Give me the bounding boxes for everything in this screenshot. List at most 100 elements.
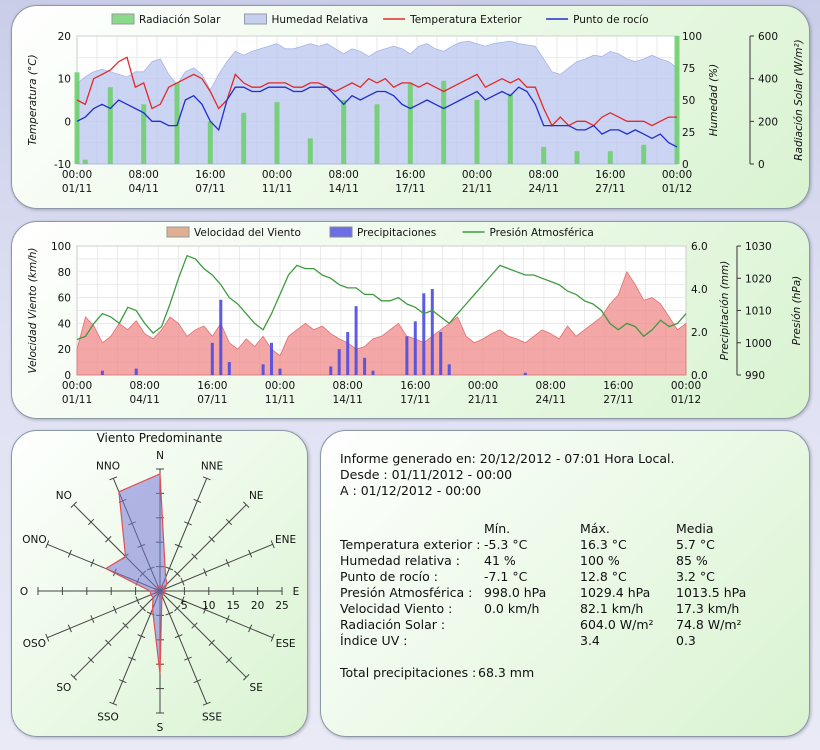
x-tick-time: 08:00 (333, 380, 363, 392)
y-right2-label: Presión (hPa) (791, 276, 803, 346)
x-tick-time: 00:00 (62, 380, 92, 392)
x-tick-date: 11/11 (265, 394, 295, 406)
y-right2-tick: 0 (758, 159, 765, 171)
y-right2-tick: 400 (758, 74, 778, 86)
rose-spoke (159, 543, 273, 592)
row-max: 82.1 km/h (580, 601, 644, 616)
rose-tick (165, 611, 174, 616)
legend-label: Velocidad del Viento (194, 227, 301, 239)
header-avg: Media (676, 521, 714, 536)
rose-tick (45, 633, 50, 642)
rose-tick (109, 476, 118, 481)
rose-spoke (159, 478, 208, 592)
x-tick-date: 01/12 (671, 394, 701, 406)
x-tick-time: 00:00 (462, 169, 492, 181)
y-right2-tick: 1000 (745, 338, 772, 350)
rose-direction-label: NNE (201, 460, 223, 472)
rose-tick (184, 521, 192, 526)
y-right2-tick: 1030 (745, 241, 772, 253)
y-left-tick: 60 (58, 293, 71, 305)
wind-chart-panel: 100 80 60 40 20 0 6.0 4.0 2.0 0.0 1030 1020 1010 1000… (11, 221, 810, 419)
y-left-tick: 20 (58, 344, 71, 356)
y-right1-tick: 75 (682, 63, 695, 75)
rose-tick (243, 674, 250, 681)
series-rain-bar (439, 332, 443, 375)
series-dewpoint (76, 86, 678, 148)
rose-tick (122, 622, 129, 629)
series-temperature (76, 56, 677, 127)
rose-tick (87, 518, 95, 526)
rose-tick (248, 624, 253, 633)
row-max: 3.4 (580, 633, 600, 648)
row-max: 1029.4 hPa (580, 585, 651, 600)
x-tick-date: 04/11 (130, 394, 160, 406)
series-solar-bar (374, 104, 380, 164)
rose-tick (180, 577, 185, 586)
row-label: Punto de rocío : (340, 569, 438, 584)
rose-direction-label: E (293, 586, 300, 598)
total-label: Total precipitaciones : (340, 665, 477, 680)
rose-tick (270, 633, 275, 642)
rose-tick (270, 540, 275, 549)
series-solar-bar (82, 159, 88, 164)
rose-tick (109, 701, 118, 706)
series-rain-bar (422, 293, 426, 375)
y-right1-label: Precipitación (mm) (719, 261, 731, 361)
row-avg: 74.8 W/m² (676, 617, 742, 632)
row-max: 100 % (580, 553, 620, 568)
y-left-tick: 0 (64, 370, 71, 382)
series-rain-bar (363, 357, 367, 375)
row-max: 604.0 W/m² (580, 617, 654, 632)
x-tick-date: 24/11 (529, 183, 559, 195)
y-right2-tick: 1010 (745, 306, 772, 318)
rose-direction-label: NO (56, 490, 72, 502)
series-rain-bar (134, 368, 138, 375)
rose-tick (225, 656, 233, 664)
series-rain-bar (354, 306, 358, 375)
row-min: 998.0 hPa (484, 585, 547, 600)
legend-label: Precipitaciones (357, 227, 436, 239)
series-solar-bar (307, 138, 313, 164)
series-solar-bar (441, 80, 447, 164)
row-min: 41 % (484, 553, 516, 568)
x-tick-time: 16:00 (603, 380, 633, 392)
row-label: Radiación Solar : (340, 617, 446, 632)
rose-radius-label: 5 (181, 600, 188, 612)
y-left-tick: 80 (58, 267, 71, 279)
y-left-tick: 0 (64, 116, 71, 128)
rose-tick (174, 543, 183, 548)
y-right1-tick: 100 (682, 31, 702, 43)
rose-tick (248, 549, 253, 558)
rose-spoke (159, 504, 247, 592)
y-right1-tick: 2.0 (691, 327, 708, 339)
legend-swatch (244, 13, 267, 25)
row-label: Humedad relativa : (340, 553, 460, 568)
series-solar-bar (141, 104, 147, 164)
header-min: Mín. (484, 521, 511, 536)
x-tick-date: 17/11 (400, 394, 430, 406)
rose-radius-label: 15 (227, 600, 240, 612)
series-solar-bar (574, 151, 580, 164)
series-solar-bar (607, 151, 613, 164)
row-avg: 5.7 °C (676, 537, 715, 552)
x-tick-date: 01/11 (62, 394, 92, 406)
x-tick-date: 21/11 (462, 183, 492, 195)
series-solar-bar (174, 82, 180, 164)
series-solar-bar (74, 72, 80, 164)
series-solar-bar (674, 36, 680, 164)
rose-tick (67, 624, 72, 633)
rose-tick (208, 639, 215, 646)
legend-swatch (111, 13, 135, 25)
series-solar-bar (507, 93, 513, 164)
rose-tick (202, 476, 211, 481)
wind-rose-title: Viento Predominante (96, 431, 223, 445)
y-left-label: Velocidad Viento (km/h) (27, 248, 39, 374)
y-left-tick: 10 (58, 74, 71, 86)
rose-tick (203, 605, 208, 614)
x-tick-time: 08:00 (329, 169, 359, 181)
rose-tick (243, 501, 250, 508)
y-right1-tick: 25 (682, 127, 695, 139)
x-tick-date: 01/11 (62, 183, 92, 195)
legend-label: Punto de rocío (573, 14, 648, 26)
rose-tick (174, 634, 183, 639)
